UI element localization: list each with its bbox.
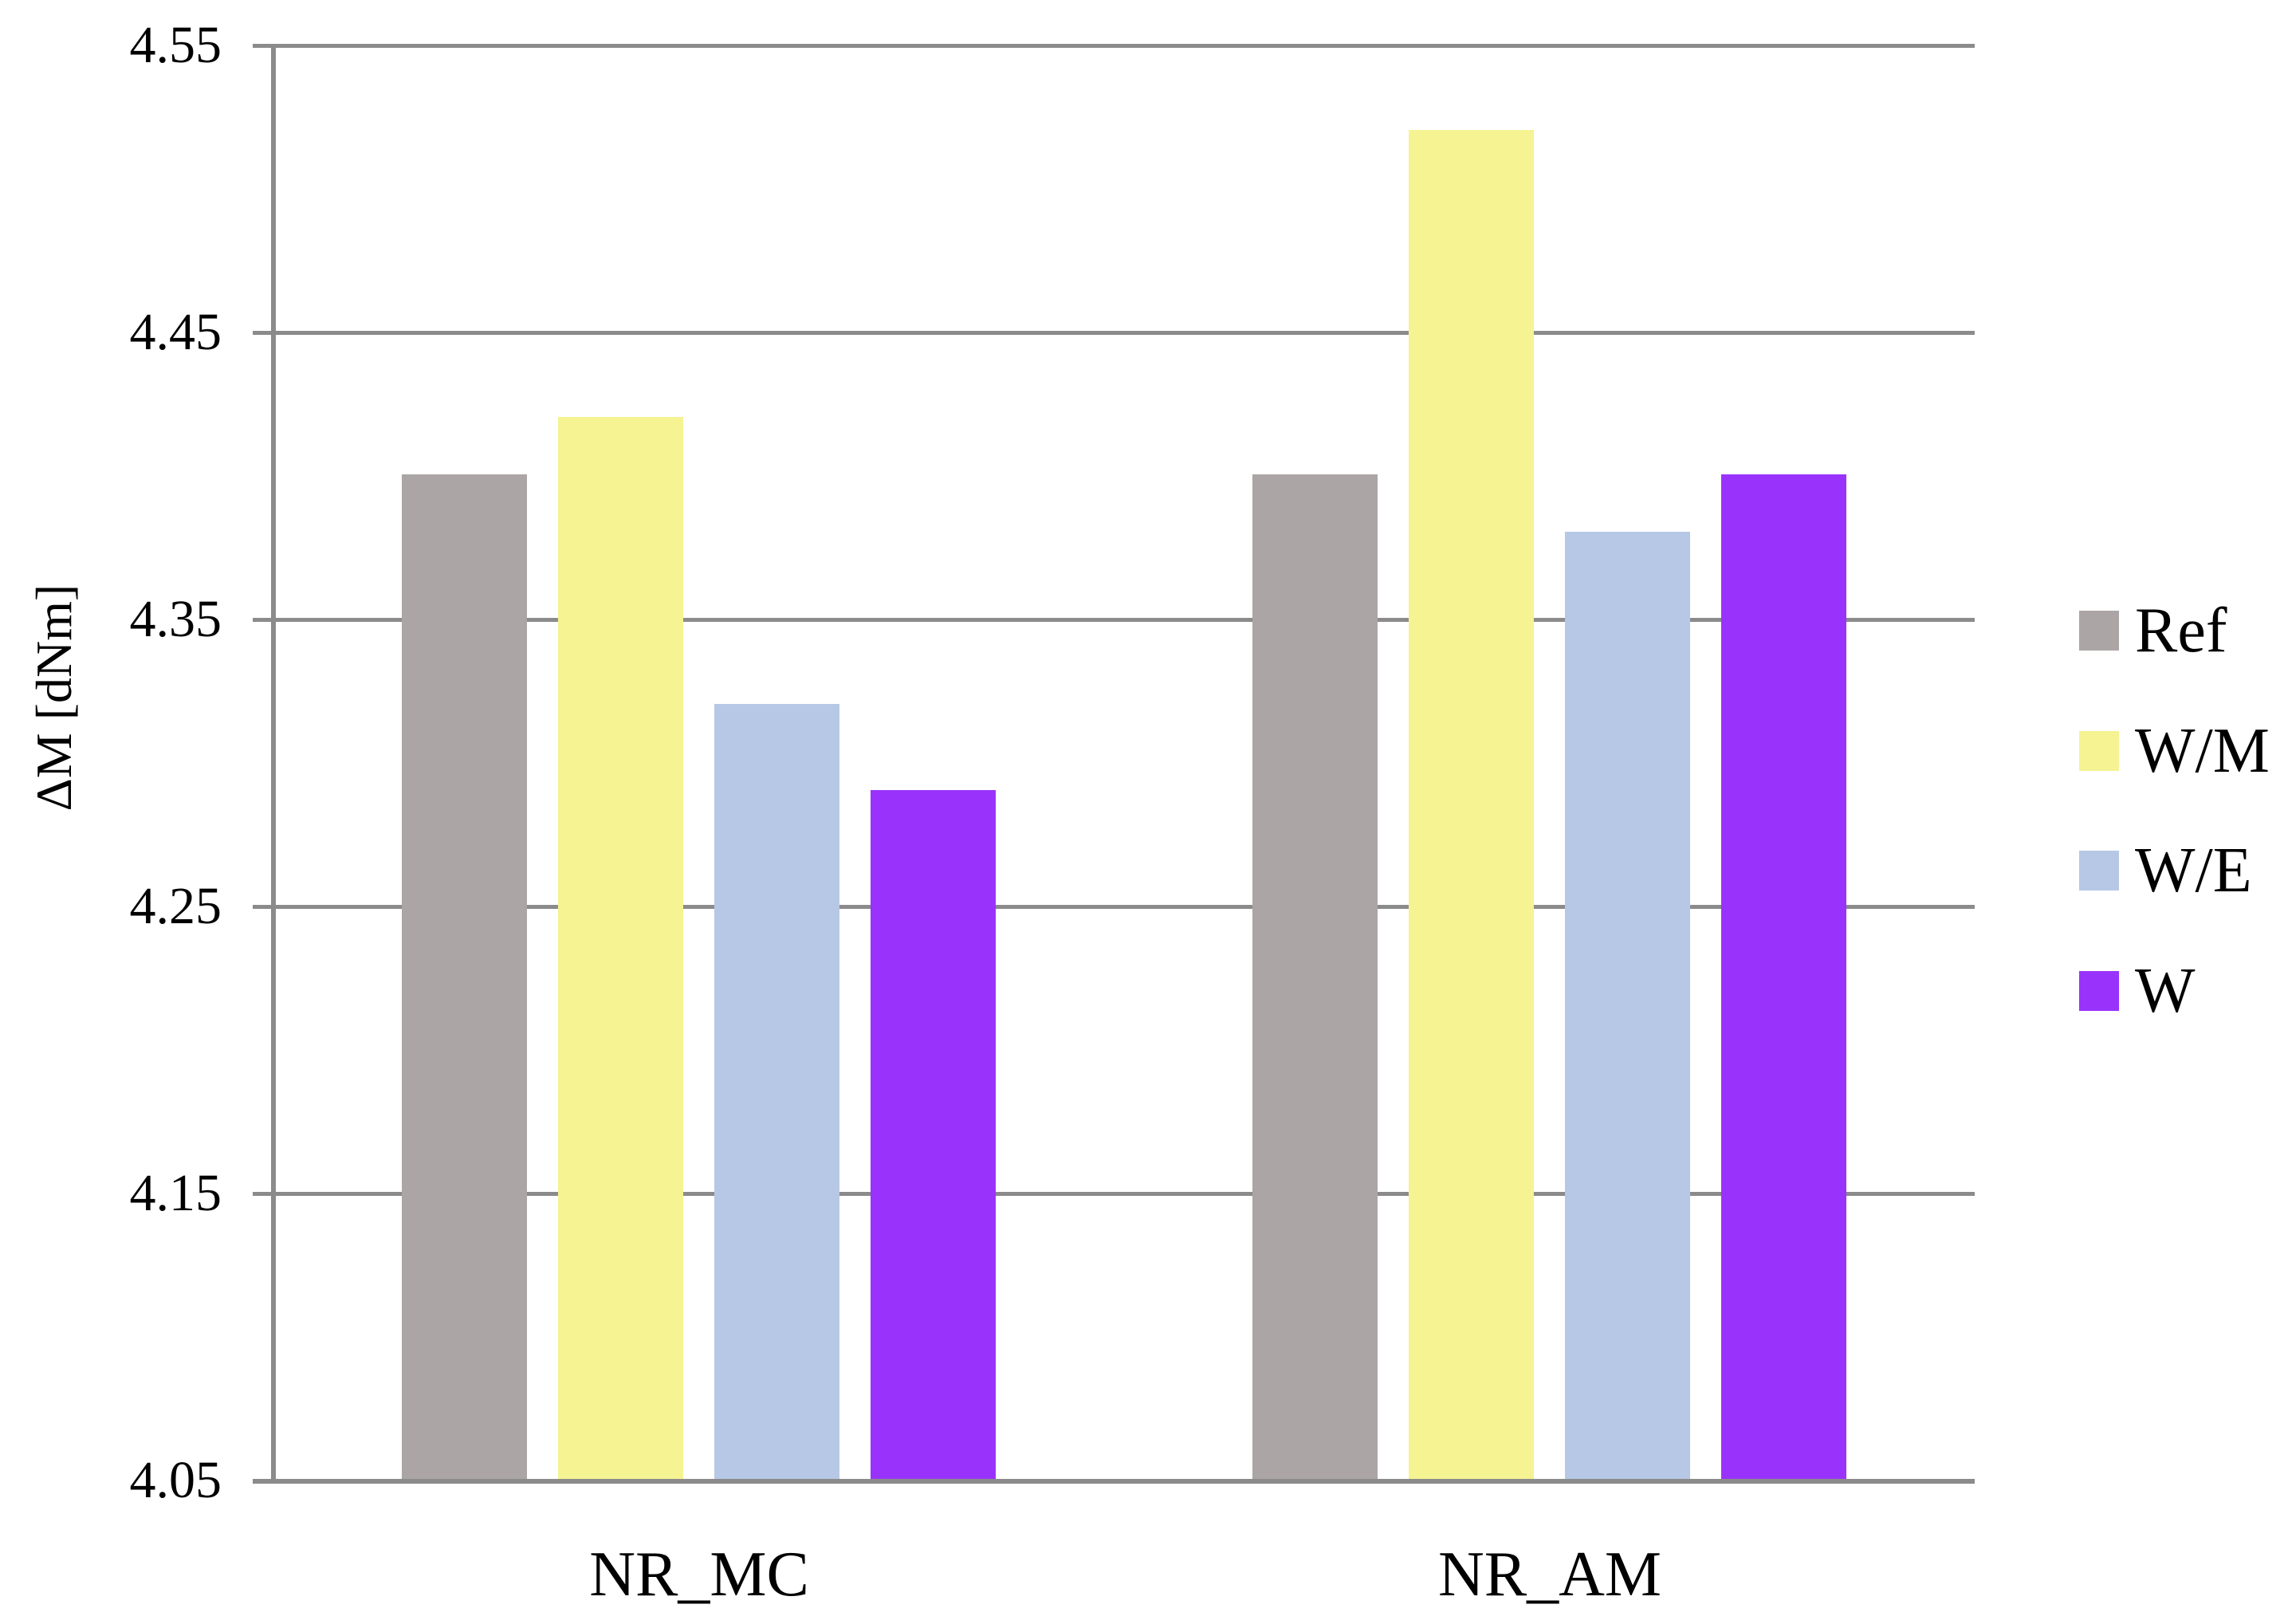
bar-NR_AM-Ref: [1252, 474, 1378, 1479]
y-tick-label-4.45: 4.45: [129, 303, 222, 361]
legend-item-WE: W/E: [2079, 836, 2252, 906]
bar-NR_AM-W: [1721, 474, 1846, 1479]
y-axis-line: [271, 45, 276, 1483]
bar-NR_MC-WE: [714, 704, 839, 1479]
legend-swatch-WM: [2079, 731, 2119, 771]
category-label-NR_AM: NR_AM: [1437, 1539, 1662, 1610]
y-tickmark-4.25: [253, 905, 273, 909]
y-tickmark-4.15: [253, 1192, 273, 1196]
legend-item-WM: W/M: [2079, 716, 2270, 786]
y-tick-label-4.05: 4.05: [129, 1451, 222, 1509]
bar-NR_MC-Ref: [402, 474, 527, 1479]
legend-label-WM: W/M: [2135, 716, 2270, 786]
y-tick-label-4.15: 4.15: [129, 1164, 222, 1222]
y-tick-label-4.55: 4.55: [129, 16, 222, 74]
plot-area: [253, 44, 1975, 1484]
legend-item-W: W: [2079, 956, 2196, 1026]
gridline-4.25: [273, 905, 1975, 909]
y-tick-label-4.35: 4.35: [129, 590, 222, 648]
gridline-4.55: [273, 44, 1975, 48]
legend-swatch-W: [2079, 971, 2119, 1011]
category-label-NR_MC: NR_MC: [589, 1539, 809, 1610]
bar-NR_MC-WM: [558, 417, 683, 1479]
y-tickmark-4.05: [253, 1479, 273, 1483]
gridline-4.35: [273, 618, 1975, 622]
gridline-4.15: [273, 1192, 1975, 1196]
legend-label-WE: W/E: [2135, 836, 2252, 906]
legend-swatch-Ref: [2079, 611, 2119, 651]
y-tickmark-4.55: [253, 44, 273, 48]
legend-label-W: W: [2135, 956, 2196, 1026]
legend-swatch-WE: [2079, 851, 2119, 891]
y-tick-label-4.25: 4.25: [129, 877, 222, 935]
legend-label-Ref: Ref: [2135, 596, 2227, 666]
bar-NR_AM-WE: [1565, 532, 1690, 1479]
gridline-4.45: [273, 331, 1975, 335]
y-tickmark-4.45: [253, 331, 273, 335]
bar-NR_AM-WM: [1409, 130, 1534, 1479]
x-axis-baseline: [253, 1479, 1975, 1484]
legend-item-Ref: Ref: [2079, 596, 2227, 666]
bar-NR_MC-W: [871, 790, 996, 1479]
y-tickmark-4.35: [253, 618, 273, 622]
